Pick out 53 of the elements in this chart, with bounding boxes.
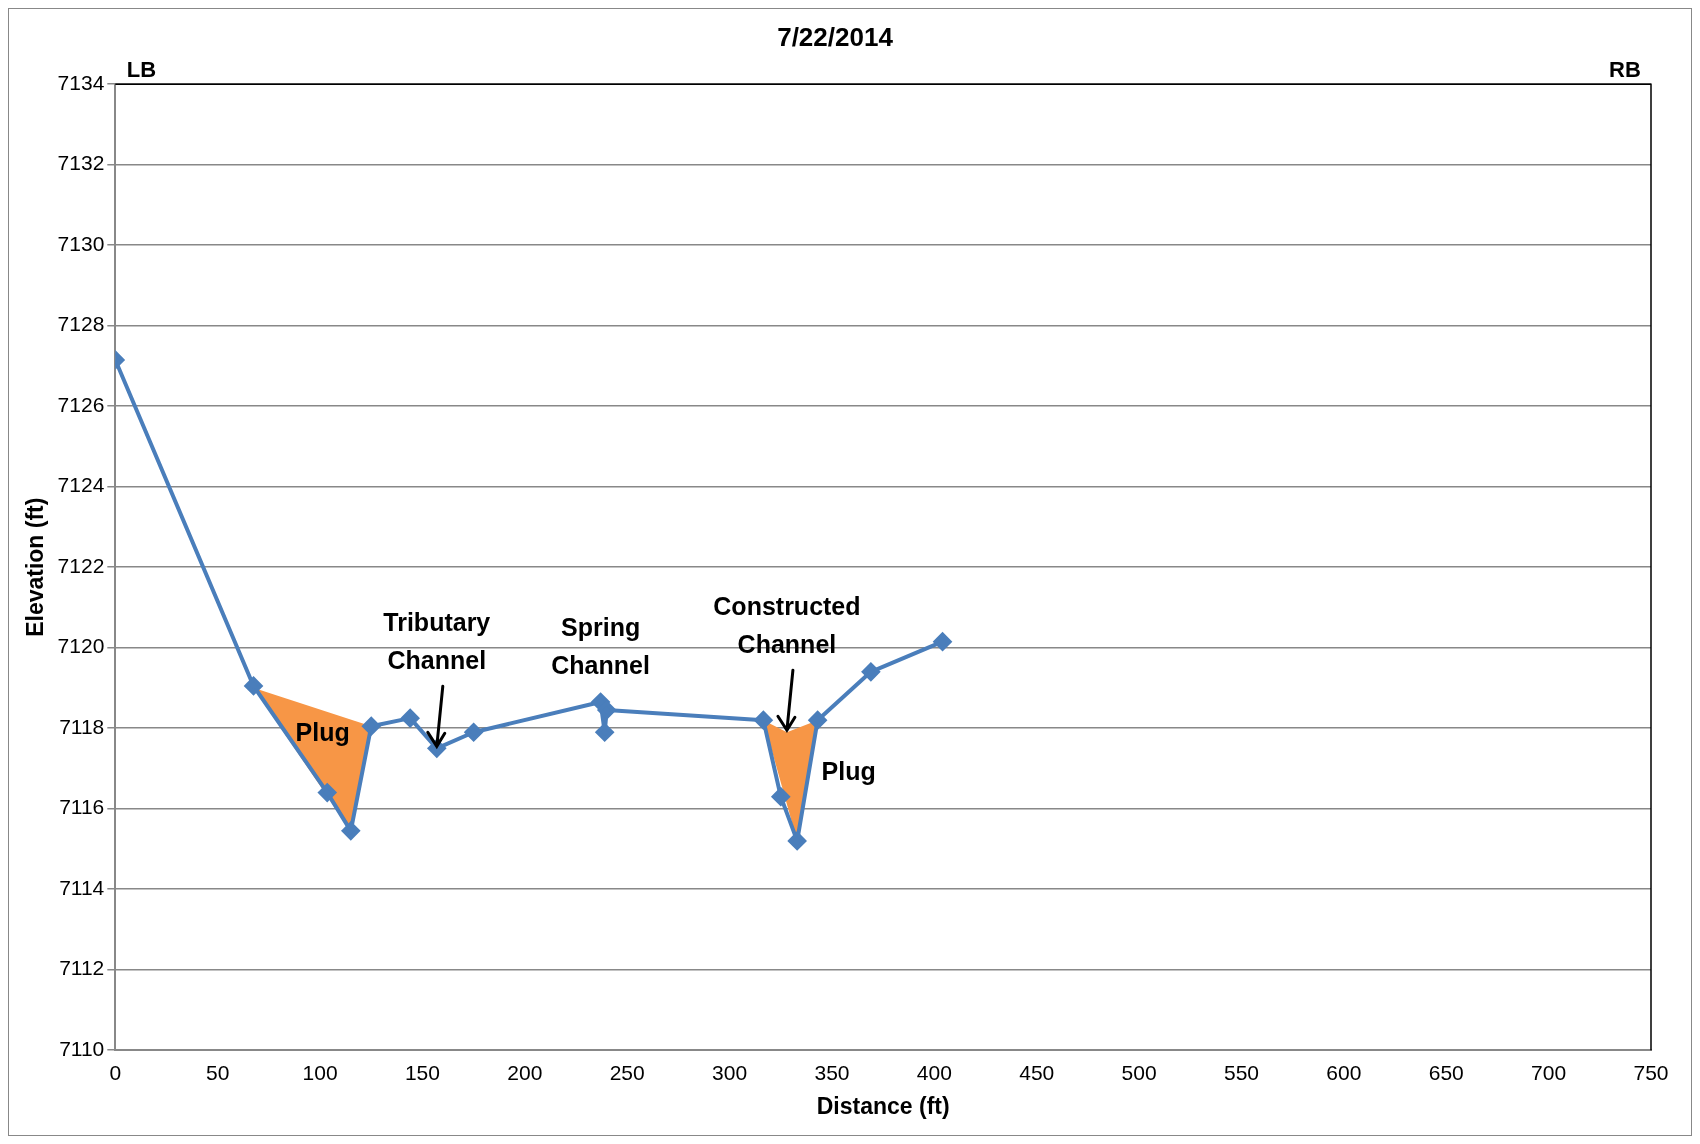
point [341, 821, 360, 840]
x-tick-label: 150 [404, 1060, 440, 1084]
y-tick-label: 7116 [59, 795, 105, 819]
point [808, 711, 827, 730]
x-tick-label: 250 [609, 1060, 645, 1084]
chart-title: 7/22/2014 [777, 21, 894, 52]
point [595, 723, 614, 742]
y-tick-label: 7110 [59, 1037, 105, 1060]
annotation: Constructed Channel [713, 592, 861, 659]
point [933, 632, 952, 651]
x-tick-label: 400 [916, 1060, 952, 1084]
point [464, 723, 483, 742]
x-tick-label: 300 [712, 1060, 748, 1084]
annotation: Tributary Channel [383, 608, 491, 675]
y-tick-label: 7126 [57, 393, 105, 416]
y-tick-label: 7118 [59, 715, 105, 738]
y-tick-label: 7132 [57, 151, 105, 175]
annotation: Spring Channel [551, 613, 650, 680]
text: LB [126, 57, 157, 83]
y-tick-label: 7112 [59, 956, 105, 980]
x-axis-title: Distance (ft) [816, 1092, 950, 1119]
y-tick-label: 7124 [57, 473, 105, 497]
x-tick-label: 200 [507, 1060, 543, 1084]
text: RB [1609, 57, 1641, 83]
x-tick-label: 750 [1633, 1060, 1669, 1084]
y-tick-label: 7120 [57, 634, 105, 658]
y-tick-label: 7122 [57, 554, 105, 577]
x-tick-label: 350 [814, 1060, 850, 1084]
x-tick-label: 650 [1428, 1060, 1464, 1084]
x-tick-label: 0 [109, 1060, 122, 1084]
x-tick-label: 500 [1121, 1060, 1157, 1084]
annotation: Plug [821, 756, 876, 785]
y-tick-label: 7130 [57, 232, 105, 255]
x-tick-label: 50 [206, 1060, 230, 1084]
x-tick-label: 450 [1019, 1060, 1055, 1084]
point [771, 787, 790, 806]
point [244, 676, 263, 695]
point [401, 709, 420, 728]
point [788, 831, 807, 850]
x-tick-label: 700 [1531, 1060, 1567, 1084]
annotation: Plug [295, 718, 350, 747]
point [754, 711, 773, 730]
point [318, 783, 337, 802]
y-tick-label: 7134 [57, 71, 105, 94]
point [362, 717, 381, 736]
x-tick-label: 550 [1223, 1060, 1260, 1084]
x-tick-label: 600 [1326, 1060, 1362, 1084]
y-axis-title: Elevation (ft) [22, 497, 49, 637]
x-tick-label: 100 [302, 1060, 338, 1084]
point [861, 662, 880, 681]
point [597, 701, 616, 720]
y-tick-label: 7128 [57, 312, 105, 336]
y-tick-label: 7114 [59, 876, 105, 899]
